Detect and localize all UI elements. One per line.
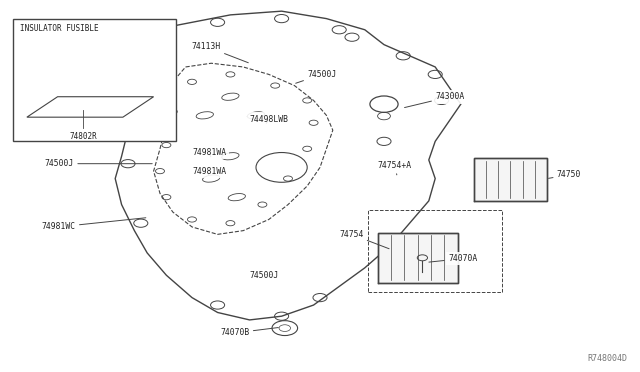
Text: 74754: 74754 (339, 230, 389, 249)
Text: 74500J: 74500J (45, 159, 152, 168)
Text: 74754+A: 74754+A (378, 161, 412, 175)
FancyBboxPatch shape (474, 158, 547, 201)
Text: 74750: 74750 (548, 170, 581, 179)
FancyBboxPatch shape (378, 232, 458, 283)
Text: R748004D: R748004D (588, 354, 627, 363)
Text: 74981WA: 74981WA (192, 148, 226, 157)
Text: 74498LWB: 74498LWB (250, 115, 289, 124)
Text: 74981WA: 74981WA (192, 167, 226, 176)
Text: INSULATOR FUSIBLE: INSULATOR FUSIBLE (20, 24, 99, 33)
Text: 74981WC: 74981WC (42, 218, 146, 231)
Text: 74500J: 74500J (250, 271, 279, 280)
Bar (13, 19, 176, 141)
Text: 74802R: 74802R (69, 132, 97, 141)
Bar (368, 210, 502, 292)
Text: 74500J: 74500J (296, 70, 337, 83)
Text: 74300A: 74300A (404, 92, 465, 108)
Text: 74070B: 74070B (220, 327, 278, 337)
Text: 74113H: 74113H (191, 42, 248, 63)
Text: 74070A: 74070A (429, 254, 477, 263)
